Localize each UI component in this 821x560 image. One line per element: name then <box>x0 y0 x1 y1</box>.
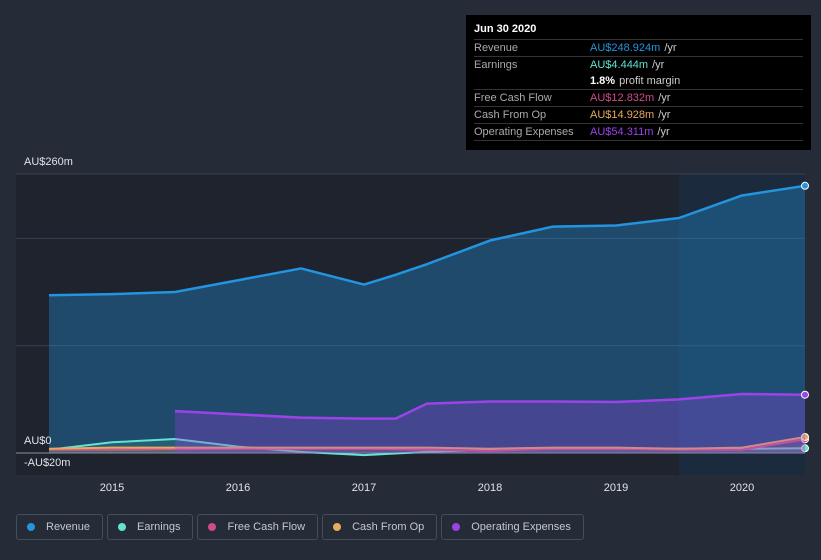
tooltip-unit: /yr <box>657 126 670 138</box>
x-tick-label: 2017 <box>352 482 376 494</box>
plot-background <box>16 174 805 475</box>
tooltip-unit: profit margin <box>619 75 681 87</box>
tooltip-value: AU$4.444m <box>590 59 649 71</box>
x-tick-label: 2015 <box>100 482 124 494</box>
y-label-top: AU$260m <box>24 156 73 168</box>
tooltip-label: Free Cash Flow <box>474 92 552 104</box>
tooltip-row: Revenue AU$248.924m/yr <box>474 40 803 57</box>
x-tick-label: 2018 <box>478 482 502 494</box>
legend-item-free-cash-flow[interactable]: Free Cash Flow <box>197 514 319 540</box>
tooltip-label <box>474 73 590 89</box>
line-free-cash-flow <box>49 438 806 452</box>
tooltip: Jun 30 2020 Revenue AU$248.924m/yr Earning… <box>466 15 811 150</box>
tooltip-unit: /yr <box>658 109 671 121</box>
x-tick-label: 2019 <box>604 482 628 494</box>
tooltip-row: 1.8% profit margin <box>474 73 803 90</box>
tooltip-label: Earnings <box>474 59 518 71</box>
legend-label: Free Cash Flow <box>227 521 306 533</box>
legend-label: Operating Expenses <box>471 521 571 533</box>
tooltip-row: Operating Expenses AU$54.311m/yr <box>474 124 803 141</box>
legend-dot-icon <box>333 523 342 531</box>
tooltip-row: Earnings AU$4.444m/yr <box>474 57 803 73</box>
line-cash-from-op <box>48 436 806 450</box>
tooltip-row: Free Cash Flow AU$12.832m/yr <box>474 90 803 107</box>
x-tick-label: 2020 <box>730 482 754 494</box>
tooltip-value: AU$54.311m <box>590 126 654 138</box>
tooltip-row: Cash From Op AU$14.928m/yr <box>474 107 803 124</box>
tooltip-unit: /yr <box>658 92 671 104</box>
end-point <box>801 444 809 453</box>
line-operating-expenses <box>174 392 806 420</box>
line-revenue <box>48 184 806 297</box>
highlight-region <box>679 174 805 475</box>
legend-item-revenue[interactable]: Revenue <box>16 514 104 540</box>
area-earnings <box>49 439 805 456</box>
legend-label: Revenue <box>46 521 91 533</box>
y-label-bottom: -AU$20m <box>24 457 71 469</box>
legend-dot-icon <box>118 523 127 531</box>
tooltip-value: AU$248.924m <box>590 42 661 54</box>
tooltip-date: Jun 30 2020 <box>474 23 803 40</box>
end-point <box>801 181 809 190</box>
legend-item-cash-from-op[interactable]: Cash From Op <box>322 514 438 540</box>
legend-label: Earnings <box>137 521 181 533</box>
legend-dot-icon <box>208 523 217 531</box>
tooltip-unit: /yr <box>652 59 665 71</box>
legend-item-operating-expenses[interactable]: Operating Expenses <box>441 514 584 540</box>
legend-dot-icon <box>452 523 461 531</box>
tooltip-label: Revenue <box>474 42 519 54</box>
area-operating-expenses <box>175 393 805 453</box>
tooltip-unit: /yr <box>664 42 677 54</box>
x-tick-label: 2016 <box>226 482 250 494</box>
tooltip-label: Cash From Op <box>474 109 547 121</box>
area-revenue <box>49 185 805 454</box>
legend-dot-icon <box>27 523 35 531</box>
end-point <box>801 390 809 399</box>
end-point <box>801 433 809 442</box>
legend-item-earnings[interactable]: Earnings <box>107 514 194 540</box>
tooltip-label: Operating Expenses <box>474 126 574 138</box>
tooltip-value: AU$12.832m <box>590 92 655 104</box>
tooltip-value: 1.8% <box>590 75 616 87</box>
legend: Revenue Earnings Free Cash Flow Cash From O… <box>16 514 584 540</box>
y-label-zero: AU$0 <box>24 435 52 447</box>
legend-label: Cash From Op <box>352 521 425 533</box>
area-cash-from-op <box>49 437 805 453</box>
tooltip-value: AU$14.928m <box>590 109 655 121</box>
